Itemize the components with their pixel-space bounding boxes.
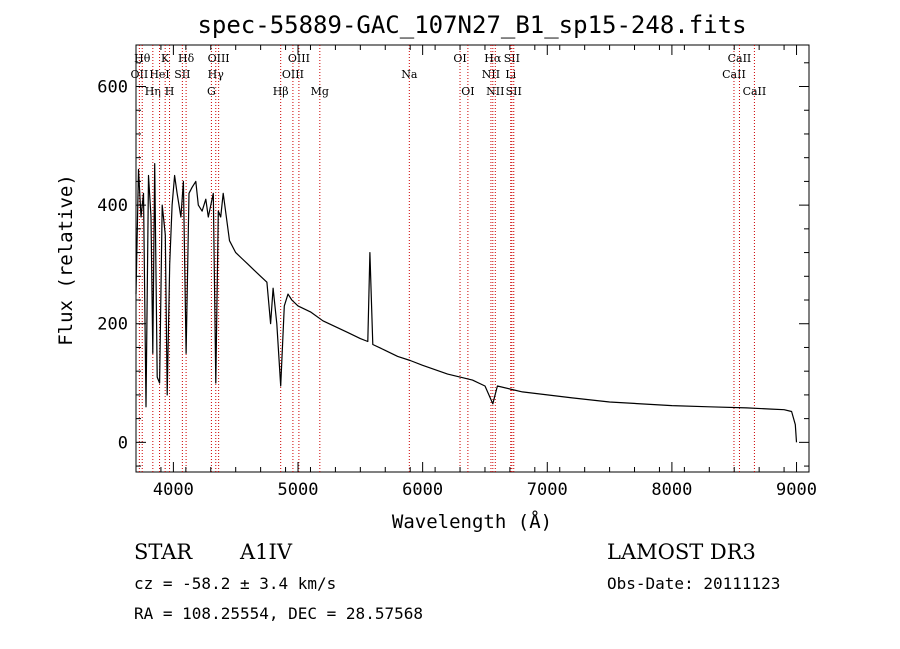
x-tick-label: 9000 bbox=[776, 480, 817, 500]
spectrum-line-flux bbox=[135, 163, 798, 443]
line-marker-label: Hγ bbox=[208, 68, 225, 81]
line-marker-label: OII bbox=[131, 68, 149, 81]
x-axis: 4000 5000 6000 7000 8000 9000 bbox=[135, 45, 817, 500]
line-marker-label: Hη bbox=[145, 85, 161, 98]
y-tick-label: 0 bbox=[118, 433, 128, 453]
plot-frame bbox=[135, 44, 810, 473]
x-tick-label: 8000 bbox=[651, 480, 692, 500]
line-marker-label: OIII bbox=[288, 52, 310, 65]
y-tick-label: 400 bbox=[97, 196, 128, 216]
y-tick-label: 600 bbox=[97, 78, 128, 98]
y-axis: 0 200 400 600 bbox=[97, 62, 809, 467]
x-tick-label: 4000 bbox=[153, 480, 194, 500]
line-marker-label: Li bbox=[505, 68, 516, 81]
x-axis-label: Wavelength (Å) bbox=[392, 510, 552, 533]
object-class: STAR bbox=[134, 540, 193, 564]
line-marker-label: Mg bbox=[311, 85, 329, 98]
line-marker-label: K bbox=[161, 52, 170, 65]
line-marker-label: CaII bbox=[722, 68, 746, 81]
line-marker-label: NII bbox=[482, 68, 500, 81]
line-marker-label: Hβ bbox=[273, 85, 289, 98]
line-marker-label: CaII bbox=[728, 52, 752, 65]
line-marker-label: OIII bbox=[208, 52, 230, 65]
line-marker-label: HeI bbox=[149, 68, 169, 81]
line-marker-label: OI bbox=[461, 85, 474, 98]
coordinates: RA = 108.25554, DEC = 28.57568 bbox=[134, 604, 423, 623]
chart-title: spec-55889-GAC_107N27_B1_sp15-248.fits bbox=[197, 11, 746, 39]
line-marker-label: OIII bbox=[282, 68, 304, 81]
line-marker-label: Hθ bbox=[134, 52, 151, 65]
line-marker-label: H bbox=[165, 85, 175, 98]
x-tick-label: 5000 bbox=[278, 480, 319, 500]
line-marker-label: SII bbox=[506, 85, 522, 98]
spectral-subclass: A1IV bbox=[240, 540, 292, 564]
x-tick-label: 7000 bbox=[527, 480, 568, 500]
line-marker-label: G bbox=[207, 85, 216, 98]
series-layer bbox=[135, 163, 798, 443]
line-marker-label: NII bbox=[486, 85, 504, 98]
line-marker-label: Hα bbox=[484, 52, 502, 65]
observation-date: Obs-Date: 20111123 bbox=[607, 574, 781, 593]
redshift-value: cz = -58.2 ± 3.4 km/s bbox=[134, 574, 337, 593]
x-tick-label: 6000 bbox=[402, 480, 443, 500]
spectrum-chart: spec-55889-GAC_107N27_B1_sp15-248.fits O… bbox=[55, 11, 817, 533]
spectral-line-markers: OII Hθ Hη HeI K H SII Hδ G Hγ OIII Hβ OIII OIII Mg Na OI… bbox=[131, 45, 767, 472]
line-marker-label: SII bbox=[504, 52, 520, 65]
line-marker-label: Na bbox=[401, 68, 418, 81]
survey-name: LAMOST DR3 bbox=[607, 540, 756, 564]
line-marker-label: SII bbox=[174, 68, 190, 81]
y-tick-label: 200 bbox=[97, 315, 128, 335]
line-marker-label: CaII bbox=[743, 85, 767, 98]
line-marker-label: OI bbox=[453, 52, 466, 65]
y-axis-label: Flux (relative) bbox=[55, 174, 77, 346]
line-marker-label: Hδ bbox=[178, 52, 195, 65]
